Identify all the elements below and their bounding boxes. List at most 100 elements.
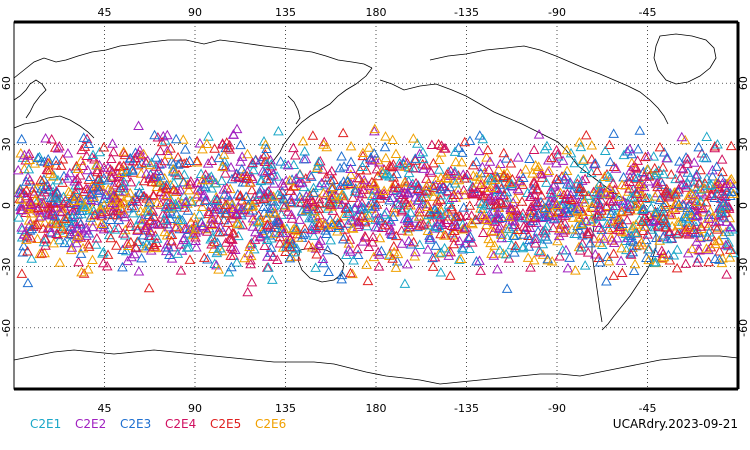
observation-marker [261, 173, 273, 184]
observation-marker [40, 132, 51, 143]
observation-marker [551, 144, 562, 155]
observation-marker [605, 208, 617, 218]
observation-marker [505, 202, 516, 213]
observation-marker [321, 228, 332, 239]
observation-marker [604, 139, 615, 150]
observation-marker [158, 214, 170, 225]
observation-marker [216, 245, 228, 256]
observation-marker [259, 240, 271, 250]
observation-marker [77, 202, 89, 212]
observation-marker [214, 226, 225, 237]
observation-marker [340, 203, 352, 213]
observation-marker [711, 224, 723, 234]
observation-marker [702, 231, 713, 242]
observation-marker [389, 178, 401, 189]
observation-marker [361, 164, 372, 175]
observation-marker [153, 219, 165, 229]
observation-marker [582, 226, 593, 237]
observation-marker [65, 229, 77, 239]
observation-marker [512, 224, 524, 235]
observation-marker [98, 206, 110, 217]
observation-marker [703, 180, 715, 190]
observation-marker [433, 247, 445, 258]
observation-marker [88, 205, 100, 216]
observation-marker [262, 251, 273, 261]
observation-marker [97, 248, 108, 258]
observation-marker [310, 262, 321, 272]
observation-marker [416, 186, 428, 196]
observation-marker [589, 158, 601, 168]
observation-marker [486, 248, 497, 258]
observation-marker [625, 230, 637, 241]
observation-marker [607, 196, 619, 206]
observation-marker [306, 211, 318, 221]
observation-marker [234, 218, 245, 229]
observation-marker [579, 260, 591, 270]
observation-marker [440, 208, 451, 218]
observation-marker [260, 139, 271, 149]
observation-marker [357, 161, 368, 172]
observation-marker [102, 162, 114, 172]
observation-marker [197, 143, 208, 154]
observation-marker [85, 212, 96, 222]
observation-marker [52, 187, 63, 198]
observation-marker [495, 189, 507, 200]
observation-marker [575, 241, 587, 252]
observation-marker [134, 144, 146, 155]
observation-marker [671, 262, 683, 273]
observation-marker [554, 250, 565, 261]
observation-marker [579, 173, 591, 184]
observation-marker [48, 198, 60, 208]
observation-marker [163, 221, 175, 232]
observation-marker [141, 220, 153, 230]
observation-marker [690, 171, 702, 182]
observation-marker [277, 199, 289, 209]
observation-marker [356, 188, 368, 199]
observation-marker [553, 174, 565, 185]
observation-marker [72, 230, 84, 240]
observation-marker [516, 196, 528, 206]
observation-marker [207, 232, 219, 242]
observation-marker [191, 177, 203, 187]
observation-marker [261, 143, 272, 153]
observation-marker [218, 149, 230, 159]
observation-marker [388, 206, 400, 217]
observation-marker [524, 191, 536, 202]
observation-marker [621, 244, 632, 255]
left-latitude-labels: 60 30 0 -30 -60 [0, 76, 13, 337]
observation-marker [349, 202, 361, 213]
observation-marker [43, 207, 55, 218]
observation-marker [503, 176, 515, 187]
observation-marker [648, 215, 660, 226]
observation-marker [90, 239, 102, 249]
observation-marker [459, 189, 471, 200]
observation-marker [458, 202, 470, 212]
observation-marker [80, 224, 92, 235]
observation-marker [578, 154, 589, 164]
observation-marker [159, 172, 171, 183]
observation-marker [313, 220, 325, 231]
observation-marker [133, 265, 145, 276]
observation-marker [645, 202, 657, 212]
observation-marker [77, 242, 89, 253]
observation-marker [268, 191, 279, 201]
top-lon-label: 90 [188, 6, 202, 19]
observation-marker [688, 224, 700, 234]
observation-marker [297, 229, 309, 240]
observation-marker [501, 283, 513, 293]
observation-marker [72, 163, 84, 173]
observation-marker [232, 189, 244, 199]
observation-marker [666, 209, 678, 220]
observation-marker [313, 203, 325, 213]
observation-marker [425, 167, 437, 177]
observation-marker [349, 186, 361, 196]
observation-marker [414, 148, 426, 158]
observation-marker [596, 224, 608, 234]
observation-marker [536, 168, 548, 179]
observation-marker [498, 170, 510, 181]
observation-marker [552, 206, 564, 217]
observation-marker [50, 159, 62, 170]
observation-marker [664, 226, 676, 237]
observation-marker [604, 182, 615, 193]
